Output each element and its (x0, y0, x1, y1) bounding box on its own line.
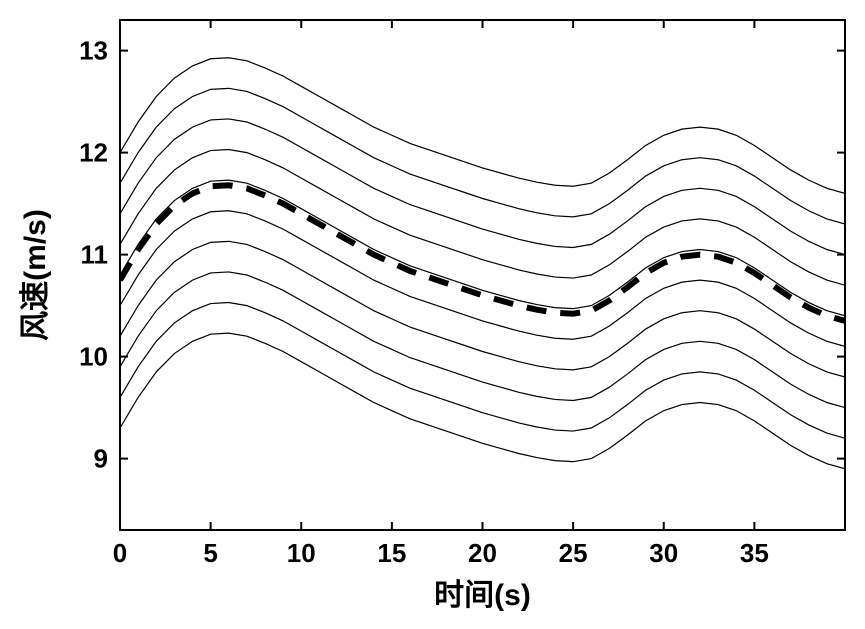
wind-speed-chart: 0 5 10 15 20 25 30 35 9 10 11 12 13 时间(s) 风速(m/s) (0, 0, 865, 629)
x-tick-label: 35 (740, 538, 769, 568)
y-tick-label: 13 (79, 36, 108, 66)
thin-curve-5 (120, 180, 845, 316)
main-dashed-curve (120, 185, 845, 321)
x-tick-label: 20 (468, 538, 497, 568)
thin-curve-9 (120, 58, 845, 194)
thin-curve-2 (120, 272, 845, 408)
thin-curve-3 (120, 241, 845, 377)
x-tick-label: 0 (113, 538, 127, 568)
x-axis-label: 时间(s) (434, 579, 531, 612)
x-tick-label: 10 (287, 538, 316, 568)
thin-curve-1 (120, 303, 845, 439)
y-axis-label: 风速(m/s) (19, 209, 52, 341)
x-tick-label: 30 (649, 538, 678, 568)
thin-curve-8 (120, 88, 845, 224)
x-tick-label: 25 (559, 538, 588, 568)
thin-curve-0 (120, 333, 845, 469)
thin-curve-6 (120, 150, 845, 286)
x-tick-label: 15 (377, 538, 406, 568)
y-tick-label: 12 (79, 138, 108, 168)
plot-box (120, 20, 845, 530)
y-tick-label: 10 (79, 342, 108, 372)
y-tick-label: 11 (81, 240, 109, 270)
x-tick-label: 5 (203, 538, 217, 568)
thin-curve-4 (120, 211, 845, 347)
chart-container: 0 5 10 15 20 25 30 35 9 10 11 12 13 时间(s) 风速(m/s) (0, 0, 865, 629)
y-tick-label: 9 (94, 444, 108, 474)
